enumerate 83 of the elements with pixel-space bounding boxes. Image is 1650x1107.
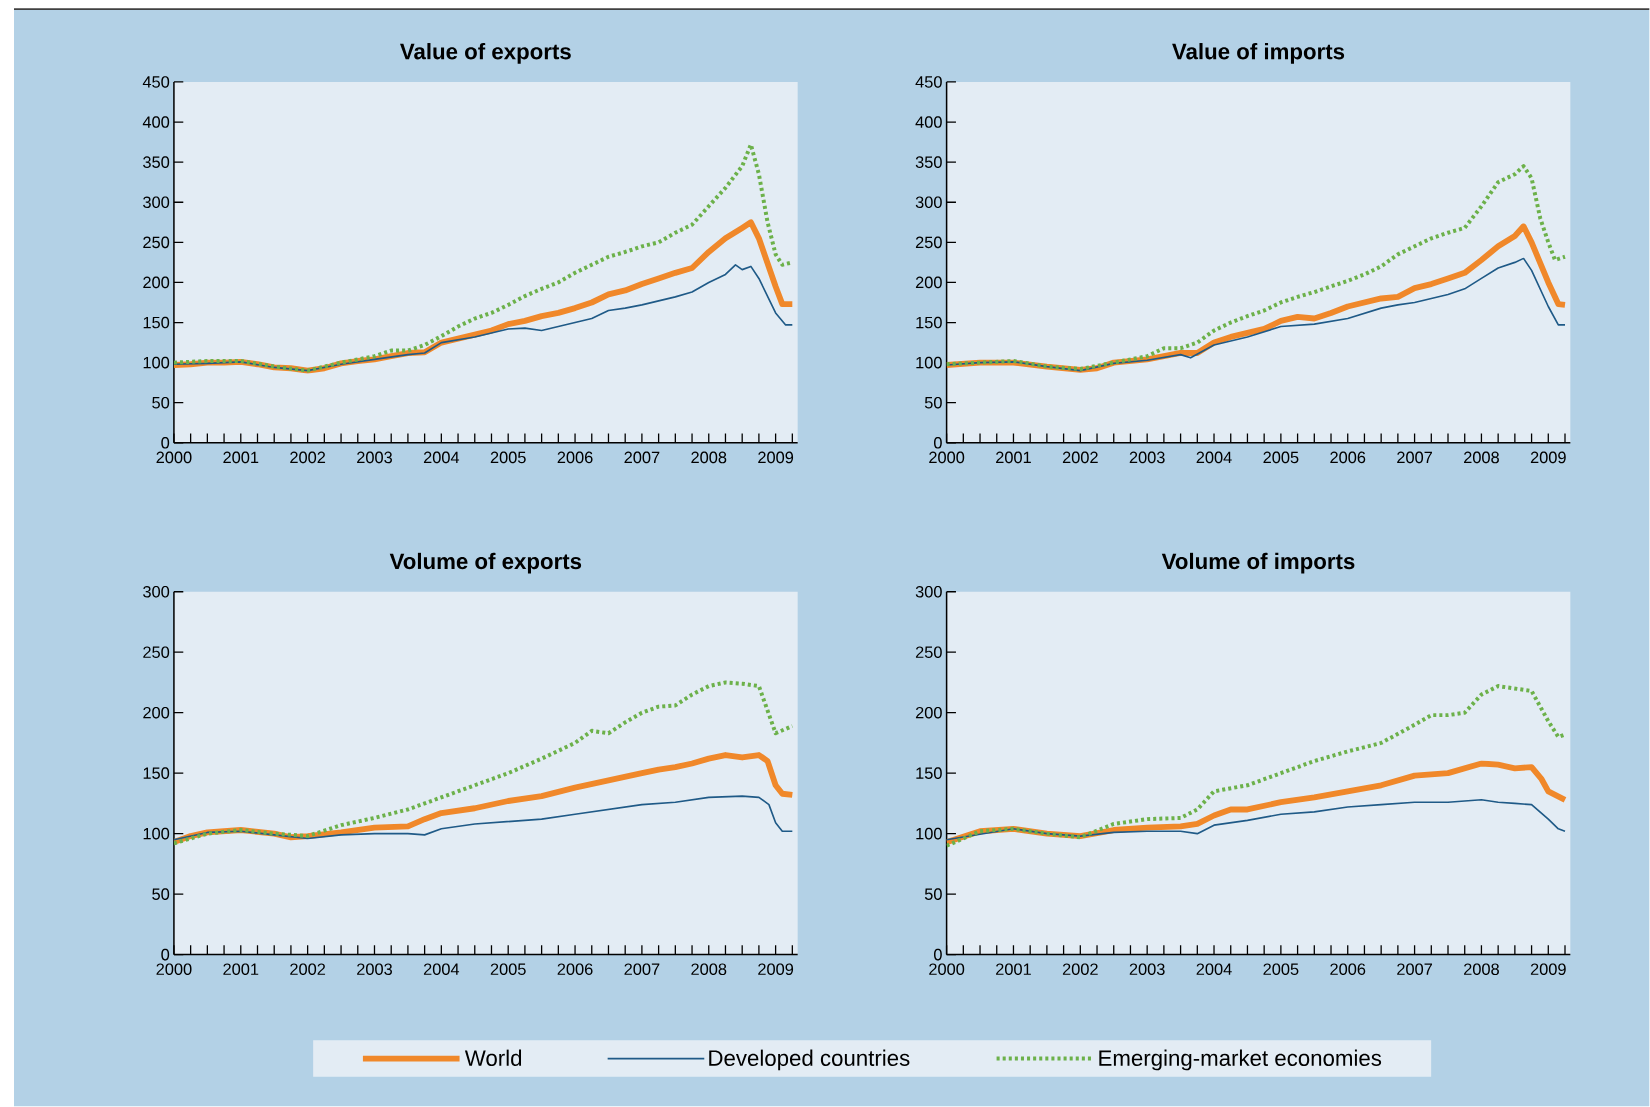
- y-tick-label: 100: [916, 357, 942, 369]
- chart-title: Value of exports: [400, 43, 571, 65]
- x-tick-label: 2009: [1530, 451, 1566, 464]
- legend-label: Emerging-market economies: [1099, 1049, 1382, 1071]
- line-series: [946, 799, 1566, 841]
- x-tick-label: 2008: [691, 451, 727, 464]
- y-tick-label: 150: [916, 767, 942, 780]
- x-tick-label: 2008: [1464, 963, 1499, 976]
- x-tick-label: 2001: [996, 963, 1031, 976]
- y-tick-label: 450: [915, 76, 942, 89]
- x-tick-label: 2008: [1464, 451, 1499, 464]
- y-tick-label: 0: [161, 949, 170, 961]
- x-tick-label: 2003: [357, 963, 392, 976]
- y-tick-label: 450: [142, 76, 170, 89]
- legend-label: World: [464, 1049, 522, 1067]
- x-tick-label: 2001: [223, 963, 259, 976]
- x-tick-label: 2003: [1129, 451, 1165, 464]
- legend-label: Developed countries: [709, 1049, 910, 1071]
- y-tick-label: 50: [152, 888, 170, 901]
- y-tick-label: 100: [143, 357, 170, 369]
- x-tick-label: 2006: [1330, 451, 1366, 464]
- x-tick-label: 2005: [1263, 963, 1299, 976]
- x-tick-label: 2003: [357, 451, 392, 464]
- y-tick-label: 0: [933, 437, 942, 449]
- x-tick-label: 2007: [1397, 451, 1432, 464]
- x-tick-label: 2006: [1330, 963, 1366, 976]
- y-tick-label: 250: [143, 236, 170, 249]
- x-tick-label: 2003: [1129, 963, 1165, 976]
- y-tick-label: 250: [915, 646, 942, 659]
- y-tick-label: 0: [161, 437, 170, 449]
- x-tick-label: 2005: [490, 963, 526, 976]
- chart-title: Volume of imports: [1161, 553, 1355, 574]
- x-tick-label: 2002: [1062, 451, 1098, 464]
- y-tick-label: 300: [143, 586, 170, 598]
- x-tick-label: 2002: [290, 451, 326, 464]
- chart-title: Volume of exports: [389, 553, 582, 574]
- x-tick-label: 2001: [223, 451, 259, 464]
- y-tick-label: 250: [915, 236, 942, 249]
- x-tick-label: 2006: [557, 451, 593, 464]
- x-tick-label: 2000: [929, 963, 965, 976]
- y-tick-label: 250: [143, 646, 170, 659]
- y-tick-label: 50: [924, 397, 942, 409]
- y-tick-label: 200: [915, 276, 942, 289]
- x-tick-label: 2008: [691, 963, 727, 976]
- y-tick-label: 200: [143, 276, 170, 289]
- y-tick-label: 350: [915, 156, 942, 169]
- y-tick-label: 0: [933, 949, 942, 961]
- y-tick-label: 100: [916, 828, 942, 840]
- x-tick-label: 2004: [423, 963, 460, 976]
- x-tick-label: 2009: [758, 451, 794, 464]
- y-tick-label: 400: [142, 116, 170, 129]
- x-tick-label: 2009: [1530, 963, 1566, 976]
- x-tick-label: 2004: [1196, 963, 1232, 976]
- chart-title: Value of imports: [1172, 43, 1345, 64]
- y-tick-label: 200: [143, 707, 170, 719]
- y-tick-label: 400: [915, 116, 942, 129]
- x-tick-label: 2004: [1196, 451, 1232, 464]
- y-tick-label: 50: [924, 888, 942, 901]
- x-tick-label: 2002: [290, 963, 326, 976]
- y-tick-label: 150: [143, 767, 170, 780]
- y-tick-label: 50: [152, 397, 170, 409]
- y-tick-label: 300: [143, 196, 170, 209]
- y-tick-label: 300: [915, 196, 942, 209]
- x-tick-label: 2000: [156, 451, 192, 464]
- x-tick-label: 2007: [624, 451, 660, 464]
- x-tick-label: 2007: [624, 963, 660, 976]
- x-tick-label: 2002: [1062, 963, 1098, 976]
- line-series: [173, 264, 794, 372]
- x-tick-label: 2000: [156, 963, 192, 976]
- x-tick-label: 2006: [557, 963, 593, 976]
- y-tick-label: 200: [915, 707, 942, 719]
- x-tick-label: 2001: [996, 451, 1031, 464]
- y-tick-label: 300: [915, 586, 942, 598]
- x-tick-label: 2004: [423, 451, 460, 464]
- y-tick-label: 150: [916, 316, 942, 329]
- x-tick-label: 2009: [758, 963, 794, 976]
- x-tick-label: 2005: [1263, 451, 1299, 464]
- y-tick-label: 100: [143, 828, 170, 840]
- x-tick-label: 2005: [490, 451, 526, 464]
- y-tick-label: 350: [143, 156, 170, 169]
- x-tick-label: 2007: [1397, 963, 1432, 976]
- y-tick-label: 150: [143, 316, 170, 329]
- x-tick-label: 2000: [929, 451, 965, 464]
